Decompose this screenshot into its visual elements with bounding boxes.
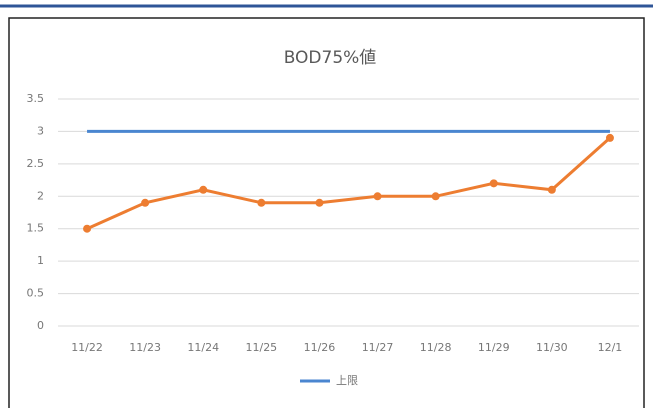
y-tick-label: 1 (37, 254, 44, 267)
y-tick-label: 3.5 (27, 92, 45, 105)
x-tick-label: 12/1 (598, 341, 623, 354)
x-tick-label: 11/27 (362, 341, 394, 354)
x-tick-label: 11/22 (71, 341, 103, 354)
x-tick-label: 11/25 (245, 341, 277, 354)
chart-title: BOD75%値 (284, 48, 377, 68)
x-tick-label: 11/23 (129, 341, 161, 354)
y-tick-label: 2.5 (27, 157, 45, 170)
series-line (86, 136, 611, 231)
y-tick-label: 1.5 (27, 222, 45, 235)
x-tick-label: 11/26 (304, 341, 336, 354)
point (605, 133, 614, 142)
y-tick-label: 3 (37, 124, 44, 137)
point (257, 198, 266, 207)
x-tick-label: 11/28 (420, 341, 452, 354)
x-tick-label: 11/30 (536, 341, 568, 354)
point (373, 192, 382, 201)
point (199, 185, 208, 194)
point (315, 198, 324, 207)
point (547, 185, 556, 194)
chart-frame (8, 17, 645, 412)
y-tick-label: 0 (37, 319, 44, 332)
y-tick-label: 0.5 (27, 287, 45, 300)
point (141, 198, 150, 207)
point (489, 179, 498, 188)
legend-label: 上限 (336, 374, 358, 387)
x-tick-label: 11/24 (187, 341, 219, 354)
x-tick-label: 11/29 (478, 341, 510, 354)
point (431, 192, 440, 201)
y-tick-label: 2 (37, 189, 44, 202)
point (83, 224, 92, 233)
